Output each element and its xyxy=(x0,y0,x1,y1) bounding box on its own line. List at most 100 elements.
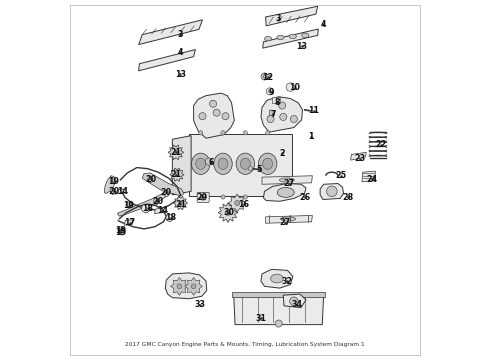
Ellipse shape xyxy=(281,217,295,221)
FancyBboxPatch shape xyxy=(272,97,280,103)
Text: 6: 6 xyxy=(209,158,214,167)
Polygon shape xyxy=(116,189,124,194)
Text: 17: 17 xyxy=(124,218,135,227)
Text: 4: 4 xyxy=(320,19,326,28)
Text: 14: 14 xyxy=(157,206,168,215)
Circle shape xyxy=(221,131,225,135)
Polygon shape xyxy=(118,192,169,216)
Circle shape xyxy=(110,178,116,184)
Text: 20: 20 xyxy=(152,197,163,206)
Circle shape xyxy=(235,201,240,206)
Polygon shape xyxy=(155,208,163,214)
Polygon shape xyxy=(172,136,191,195)
Circle shape xyxy=(191,284,196,289)
Circle shape xyxy=(326,186,337,197)
Text: 5: 5 xyxy=(256,165,262,174)
Circle shape xyxy=(142,204,150,213)
Polygon shape xyxy=(351,152,366,160)
Text: 19: 19 xyxy=(108,177,120,186)
Ellipse shape xyxy=(277,188,294,197)
Ellipse shape xyxy=(147,176,153,183)
Circle shape xyxy=(177,284,182,289)
Text: 11: 11 xyxy=(309,107,319,116)
Circle shape xyxy=(221,195,225,199)
Ellipse shape xyxy=(289,34,296,39)
Text: 18: 18 xyxy=(142,204,153,213)
Circle shape xyxy=(173,150,178,154)
Polygon shape xyxy=(104,176,116,193)
Circle shape xyxy=(291,116,297,123)
Ellipse shape xyxy=(192,153,210,174)
Polygon shape xyxy=(194,93,234,138)
Text: 2: 2 xyxy=(279,149,285,158)
Ellipse shape xyxy=(263,158,272,170)
Circle shape xyxy=(178,201,182,205)
Text: 9: 9 xyxy=(269,87,274,96)
Text: 15: 15 xyxy=(115,228,126,237)
Polygon shape xyxy=(139,20,202,45)
Circle shape xyxy=(166,215,173,221)
Text: 32: 32 xyxy=(281,276,293,285)
Text: 4: 4 xyxy=(178,48,183,57)
Polygon shape xyxy=(185,278,202,295)
Circle shape xyxy=(243,131,247,135)
Circle shape xyxy=(275,320,282,327)
Circle shape xyxy=(261,73,268,80)
Circle shape xyxy=(269,90,271,93)
Polygon shape xyxy=(228,194,246,212)
Polygon shape xyxy=(124,220,134,225)
Polygon shape xyxy=(266,215,312,223)
Ellipse shape xyxy=(277,35,284,40)
Polygon shape xyxy=(266,6,318,26)
Circle shape xyxy=(243,195,247,199)
Text: 12: 12 xyxy=(263,73,273,82)
Text: 14: 14 xyxy=(117,187,128,196)
Ellipse shape xyxy=(258,153,277,174)
Circle shape xyxy=(266,195,270,199)
Polygon shape xyxy=(165,273,207,299)
Circle shape xyxy=(118,227,124,233)
Text: 21: 21 xyxy=(171,170,181,179)
Ellipse shape xyxy=(263,75,271,78)
Text: 21: 21 xyxy=(175,199,186,208)
Text: 2017 GMC Canyon Engine Parts & Mounts, Timing, Lubrication System Diagram 1: 2017 GMC Canyon Engine Parts & Mounts, T… xyxy=(125,342,365,347)
Circle shape xyxy=(280,113,287,121)
Text: 20: 20 xyxy=(146,175,157,184)
Polygon shape xyxy=(234,294,324,325)
Polygon shape xyxy=(362,171,375,182)
Ellipse shape xyxy=(270,274,283,283)
Circle shape xyxy=(266,88,273,95)
Ellipse shape xyxy=(236,153,255,174)
Ellipse shape xyxy=(164,190,169,197)
Text: 3: 3 xyxy=(178,30,183,39)
Text: 28: 28 xyxy=(343,193,354,202)
Text: 7: 7 xyxy=(270,110,276,119)
Polygon shape xyxy=(261,269,293,288)
Polygon shape xyxy=(269,110,273,116)
Circle shape xyxy=(210,100,217,107)
Text: 19: 19 xyxy=(123,201,134,210)
Circle shape xyxy=(267,116,274,123)
FancyBboxPatch shape xyxy=(232,292,325,297)
Circle shape xyxy=(286,83,294,91)
Polygon shape xyxy=(262,176,312,184)
Polygon shape xyxy=(263,29,319,48)
Ellipse shape xyxy=(265,36,271,41)
Text: 20: 20 xyxy=(161,188,172,197)
Polygon shape xyxy=(173,196,188,210)
Polygon shape xyxy=(283,294,306,307)
Text: 18: 18 xyxy=(165,213,176,222)
Text: 22: 22 xyxy=(376,140,387,149)
Text: 33: 33 xyxy=(194,300,205,309)
Circle shape xyxy=(205,158,212,165)
Ellipse shape xyxy=(218,158,228,170)
Polygon shape xyxy=(168,145,184,160)
Text: 31: 31 xyxy=(255,314,267,323)
Circle shape xyxy=(213,109,220,116)
Circle shape xyxy=(290,297,298,306)
Ellipse shape xyxy=(241,158,250,170)
Circle shape xyxy=(200,194,206,200)
Circle shape xyxy=(225,210,231,215)
Polygon shape xyxy=(170,168,184,181)
Ellipse shape xyxy=(302,33,309,38)
